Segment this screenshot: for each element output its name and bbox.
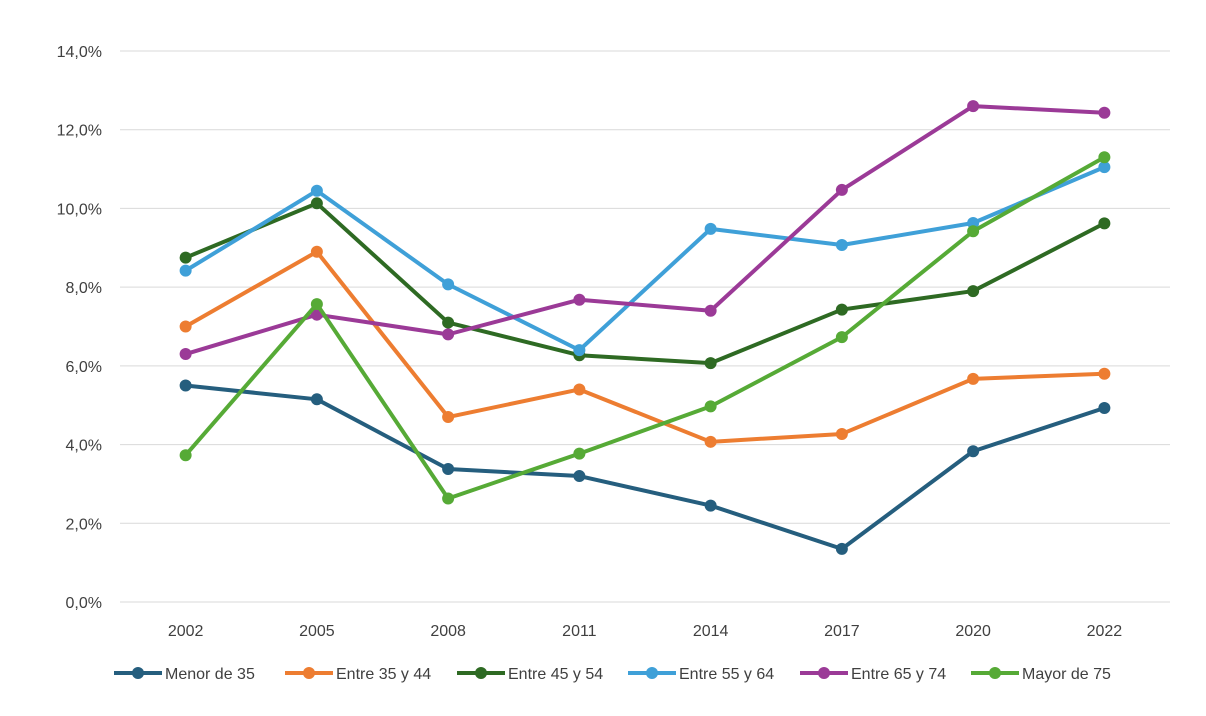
legend-item: Entre 55 y 64 [628,666,774,683]
data-point [310,197,323,210]
series-line [183,104,1107,357]
y-tick-label: 6,0% [66,359,102,376]
x-tick-label: 2011 [562,623,597,640]
data-point [967,216,980,229]
data-point [1098,401,1111,414]
legend-label: Entre 55 y 64 [679,666,774,683]
data-point [179,379,192,392]
y-tick-label: 0,0% [66,595,102,612]
data-point [835,427,848,440]
data-point [179,320,192,333]
legend-item: Mayor de 75 [971,666,1111,683]
data-point [442,462,455,475]
data-point [442,278,455,291]
legend-label: Mayor de 75 [1022,666,1111,683]
x-tick-label: 2005 [299,623,335,640]
data-point [179,251,192,264]
legend-item: Entre 45 y 54 [457,666,603,683]
x-tick-label: 2014 [693,623,729,640]
data-point [442,316,455,329]
data-point [1098,161,1111,174]
data-point [704,499,717,512]
legend-item: Entre 35 y 44 [285,666,431,683]
legend-swatch-marker [132,667,144,679]
x-tick-label: 2020 [955,623,991,640]
y-tick-label: 14,0% [57,44,102,61]
x-axis-ticks: 2002 2005 2008 2011 2014 2017 2020 2022 [168,623,1122,640]
data-point [442,411,455,424]
legend-item: Entre 65 y 74 [800,666,946,683]
data-point [1098,106,1111,119]
y-tick-label: 10,0% [57,201,102,218]
series-1 [179,245,1111,448]
series-group [179,100,1111,555]
data-point [1098,217,1111,230]
data-point [967,100,980,113]
data-point [179,348,192,361]
data-point [310,298,323,311]
data-point [573,470,586,483]
legend-swatch-marker [303,667,315,679]
data-point [967,225,980,238]
x-tick-label: 2022 [1087,623,1123,640]
data-point [704,357,717,370]
x-tick-label: 2002 [168,623,204,640]
data-point [1098,367,1111,380]
series-line [183,249,1107,444]
y-tick-label: 4,0% [66,438,102,455]
data-point [967,445,980,458]
y-tick-label: 12,0% [57,123,102,140]
data-point [835,239,848,252]
legend-swatch-marker [989,667,1001,679]
data-point [310,184,323,197]
series-line [183,165,1107,353]
legend-swatch-marker [475,667,487,679]
series-line [183,155,1107,501]
series-line [183,383,1107,551]
data-point [835,542,848,555]
legend-label: Entre 65 y 74 [851,666,946,683]
data-point [310,393,323,406]
data-point [704,222,717,235]
x-tick-label: 2008 [430,623,466,640]
series-line [183,201,1107,366]
data-point [704,435,717,448]
data-point [967,285,980,298]
legend-label: Entre 35 y 44 [336,666,431,683]
data-point [573,293,586,306]
data-point [835,303,848,316]
legend-item: Menor de 35 [114,666,255,683]
series-5 [179,151,1111,505]
data-point [835,183,848,196]
legend: Menor de 35 Entre 35 y 44 Entre 45 y 54 Ent… [114,666,1111,683]
data-point [704,304,717,317]
data-point [835,331,848,344]
data-point [573,447,586,460]
data-point [442,492,455,505]
series-0 [179,379,1111,555]
data-point [179,449,192,462]
y-tick-label: 2,0% [66,516,102,533]
y-tick-label: 8,0% [66,280,102,297]
data-point [967,372,980,385]
x-tick-label: 2017 [824,623,860,640]
data-point [179,264,192,277]
data-point [573,383,586,396]
series-3 [179,161,1111,357]
legend-label: Entre 45 y 54 [508,666,603,683]
data-point [442,328,455,341]
data-point [573,344,586,357]
data-point [310,245,323,258]
series-2 [179,197,1111,370]
legend-swatch-marker [646,667,658,679]
legend-label: Menor de 35 [165,666,255,683]
data-point [1098,151,1111,164]
y-axis-ticks: 0,0% 2,0% 4,0% 6,0% 8,0% 10,0% 12,0% 14,0% [57,44,102,612]
data-point [704,400,717,413]
legend-swatch-marker [818,667,830,679]
